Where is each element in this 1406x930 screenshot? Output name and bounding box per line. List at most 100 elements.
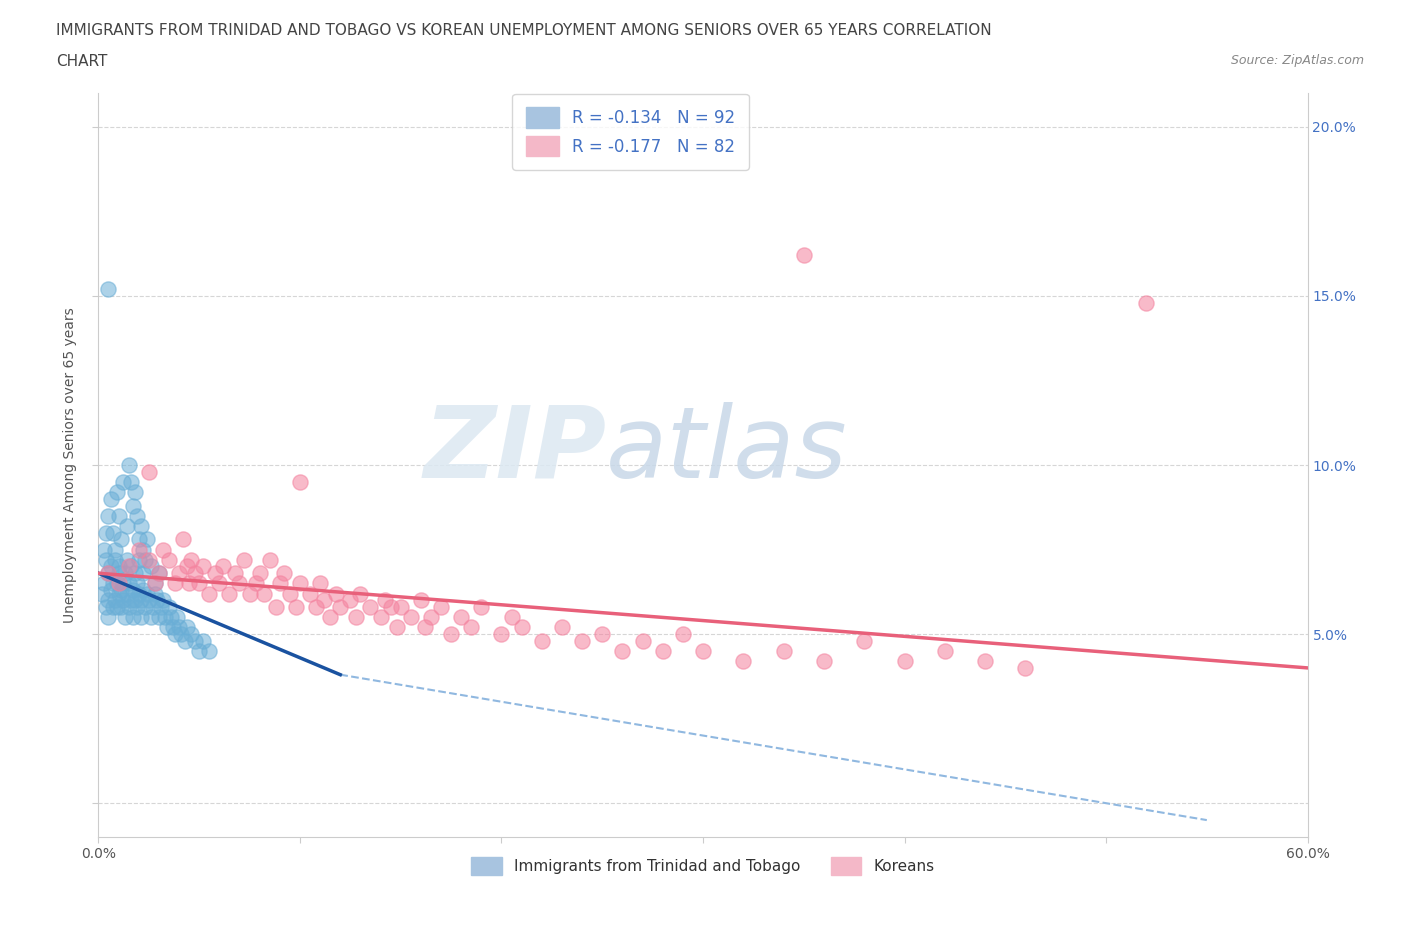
Point bbox=[288, 576, 311, 591]
Point bbox=[228, 576, 250, 591]
Point bbox=[284, 600, 307, 615]
Point bbox=[172, 532, 194, 547]
Point bbox=[107, 576, 129, 591]
Point bbox=[772, 644, 794, 658]
Point bbox=[101, 525, 124, 540]
Point bbox=[114, 565, 136, 580]
Point bbox=[853, 633, 876, 648]
Point bbox=[100, 559, 122, 574]
Point bbox=[385, 620, 408, 635]
Point bbox=[111, 474, 134, 489]
Point bbox=[129, 592, 152, 607]
Point bbox=[174, 633, 197, 648]
Point bbox=[143, 576, 166, 591]
Point bbox=[93, 542, 115, 557]
Point bbox=[139, 559, 162, 574]
Point bbox=[273, 565, 295, 580]
Point bbox=[111, 592, 134, 607]
Point bbox=[491, 627, 513, 642]
Point bbox=[198, 644, 221, 658]
Point bbox=[96, 552, 118, 567]
Point bbox=[170, 627, 193, 642]
Point bbox=[105, 576, 128, 591]
Point bbox=[934, 644, 956, 658]
Point bbox=[163, 576, 186, 591]
Point bbox=[470, 600, 492, 615]
Point bbox=[132, 542, 155, 557]
Point bbox=[143, 576, 166, 591]
Point bbox=[153, 610, 176, 625]
Point bbox=[135, 586, 157, 601]
Point bbox=[129, 610, 152, 625]
Point bbox=[152, 542, 174, 557]
Point bbox=[97, 565, 120, 580]
Point bbox=[399, 610, 422, 625]
Point bbox=[148, 565, 170, 580]
Point bbox=[167, 620, 190, 635]
Point bbox=[134, 552, 156, 567]
Point bbox=[188, 644, 211, 658]
Point bbox=[157, 600, 180, 615]
Point bbox=[128, 532, 150, 547]
Point bbox=[125, 509, 148, 524]
Point bbox=[974, 654, 997, 669]
Point bbox=[176, 620, 198, 635]
Point bbox=[132, 565, 155, 580]
Y-axis label: Unemployment Among Seniors over 65 years: Unemployment Among Seniors over 65 years bbox=[63, 307, 77, 623]
Point bbox=[631, 633, 654, 648]
Point bbox=[180, 552, 202, 567]
Point bbox=[110, 583, 132, 598]
Point bbox=[156, 620, 179, 635]
Point bbox=[138, 552, 160, 567]
Point bbox=[450, 610, 472, 625]
Point bbox=[329, 600, 352, 615]
Point bbox=[180, 627, 202, 642]
Point bbox=[651, 644, 673, 658]
Point bbox=[148, 565, 170, 580]
Point bbox=[166, 610, 188, 625]
Legend: Immigrants from Trinidad and Tobago, Koreans: Immigrants from Trinidad and Tobago, Kor… bbox=[465, 851, 941, 882]
Point bbox=[134, 600, 156, 615]
Point bbox=[188, 576, 211, 591]
Point bbox=[125, 576, 148, 591]
Point bbox=[309, 576, 332, 591]
Point bbox=[224, 565, 246, 580]
Point bbox=[96, 600, 118, 615]
Point bbox=[97, 592, 120, 607]
Point bbox=[91, 586, 114, 601]
Point bbox=[672, 627, 695, 642]
Text: CHART: CHART bbox=[56, 54, 108, 69]
Point bbox=[198, 586, 221, 601]
Point bbox=[409, 592, 432, 607]
Point bbox=[125, 600, 148, 615]
Point bbox=[114, 610, 136, 625]
Text: Source: ZipAtlas.com: Source: ZipAtlas.com bbox=[1230, 54, 1364, 67]
Point bbox=[420, 610, 443, 625]
Point bbox=[97, 565, 120, 580]
Point bbox=[107, 565, 129, 580]
Point bbox=[124, 565, 146, 580]
Point bbox=[176, 559, 198, 574]
Point bbox=[120, 559, 142, 574]
Point bbox=[132, 583, 155, 598]
Point bbox=[374, 592, 396, 607]
Point bbox=[103, 592, 125, 607]
Point bbox=[118, 458, 141, 472]
Point bbox=[692, 644, 714, 658]
Point bbox=[128, 542, 150, 557]
Point bbox=[103, 542, 125, 557]
Text: atlas: atlas bbox=[606, 402, 848, 498]
Point bbox=[208, 576, 231, 591]
Point bbox=[299, 586, 322, 601]
Point bbox=[152, 592, 174, 607]
Point bbox=[167, 565, 190, 580]
Point bbox=[101, 576, 124, 591]
Point bbox=[135, 532, 157, 547]
Point bbox=[184, 633, 207, 648]
Point bbox=[100, 491, 122, 506]
Point bbox=[1014, 660, 1036, 675]
Point bbox=[121, 498, 143, 513]
Point bbox=[93, 576, 115, 591]
Point bbox=[278, 586, 301, 601]
Point bbox=[325, 586, 347, 601]
